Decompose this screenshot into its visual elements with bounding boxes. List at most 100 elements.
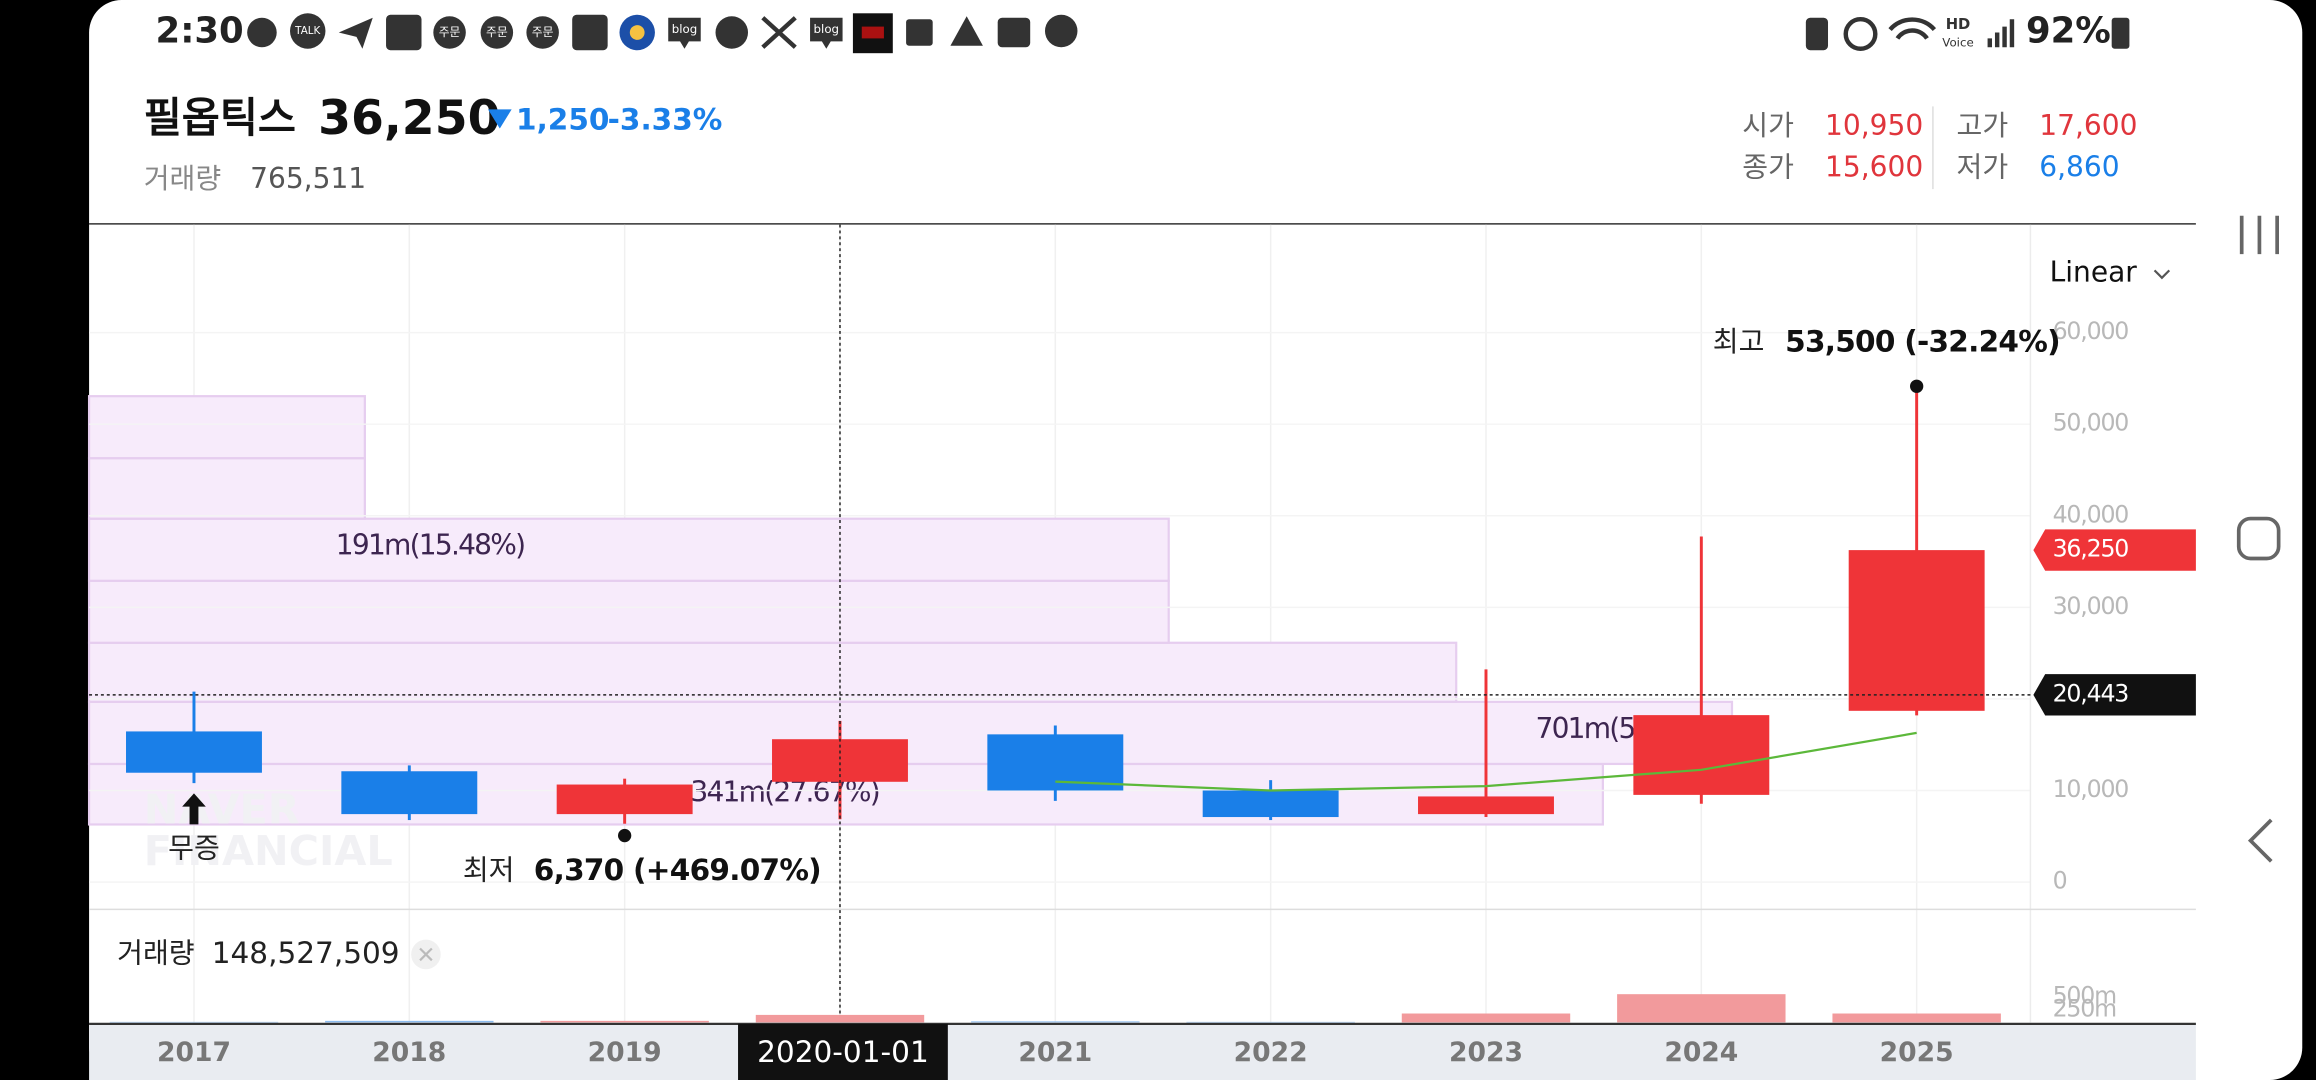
icon-label: 주문	[439, 25, 461, 39]
chart: 191m(15.48%)341m(27.67%)701m(56.85%)NAVE…	[87, 224, 2196, 1080]
y-tick-label: 60,000	[2053, 317, 2129, 345]
x-crosshair-tag	[738, 1023, 948, 1080]
low-marker-text: 6,370 (+469.07%)	[534, 853, 821, 887]
battery-text: 92%	[2026, 11, 2111, 52]
icon-label: blog	[672, 22, 697, 36]
price-change: 1,250	[516, 103, 609, 137]
x-axis-bg	[89, 1023, 2196, 1080]
volume-tick-label: 500m	[2053, 982, 2116, 1010]
volume-close-x	[419, 947, 433, 962]
high-marker-text: 53,500 (-32.24%)	[1785, 324, 2060, 358]
icon-label: blog	[814, 22, 839, 36]
icon	[572, 14, 608, 51]
icon	[1044, 14, 1078, 48]
candle-body	[1633, 715, 1770, 795]
volume-profile-bar	[87, 700, 1734, 766]
ohlc-label: 저가	[1957, 150, 2009, 183]
volume-profile-bar	[87, 395, 366, 460]
volume-value: 148,527,509	[212, 936, 400, 970]
volume-profile-bar	[87, 579, 1170, 644]
icon	[761, 16, 797, 49]
network-label: Voice	[1942, 35, 1973, 49]
candle-body	[1418, 796, 1554, 815]
crosshair-tag-bg	[2033, 674, 2196, 716]
dropdown-caret	[2153, 269, 2171, 280]
icon-label: TALK	[294, 25, 320, 37]
icon	[1843, 16, 1878, 51]
volume-bar	[1401, 1013, 1571, 1023]
candle-body	[341, 771, 478, 815]
x-crosshair-label: 2020-01-01	[757, 1035, 929, 1069]
icon	[629, 25, 645, 40]
volume-bar	[109, 1021, 279, 1023]
current-price-tag-text: 36,250	[2053, 535, 2129, 563]
stock-price: 36,250	[318, 91, 500, 146]
x-tick-label: 2018	[372, 1037, 446, 1068]
event-label: 무증	[168, 832, 220, 865]
y-tick-label: 10,000	[2053, 775, 2129, 803]
volume-profile-label: 191m(15.48%)	[336, 529, 525, 562]
clock: 2:30	[156, 11, 244, 52]
icon	[997, 17, 1031, 48]
candle-body	[556, 784, 693, 815]
watermark: FINANCIAL	[144, 827, 393, 875]
volume-profile-bar	[87, 517, 1170, 582]
volume-bar	[755, 1014, 925, 1023]
x-tick-label: 2023	[1449, 1037, 1523, 1068]
icon	[290, 13, 326, 49]
icon-label: 주문	[486, 25, 508, 39]
icon	[906, 19, 933, 46]
ohlc-label: 고가	[1957, 109, 2009, 142]
recents-button[interactable]	[2239, 215, 2279, 255]
volume-bar	[325, 1020, 494, 1023]
y-tick-label: 30,000	[2053, 592, 2129, 620]
home-button[interactable]	[2236, 516, 2281, 561]
x-tick-label: 2022	[1234, 1037, 1308, 1068]
volume-profile-bar	[87, 457, 366, 520]
y-tick-label: 0	[2053, 867, 2067, 895]
volume-bar	[1832, 1013, 2001, 1023]
high-marker	[1910, 379, 1924, 393]
stock-name: 필옵틱스	[144, 94, 296, 142]
icon	[480, 16, 514, 49]
icon	[1805, 17, 1829, 51]
icon	[1987, 19, 2015, 48]
moving-average-line	[1055, 731, 1917, 792]
y-tick-label: 40,000	[2053, 500, 2129, 528]
icon	[526, 16, 559, 49]
icon	[386, 14, 422, 51]
back-button[interactable]	[2247, 818, 2273, 863]
icon	[338, 17, 373, 49]
current-price-tag-bg	[2033, 529, 2196, 571]
volume-tick-label: 250m	[2053, 994, 2116, 1022]
icon	[2111, 17, 2130, 49]
high-marker-label: 최고	[1713, 325, 1765, 358]
candle-body	[1848, 550, 1985, 711]
volume-bar	[1186, 1021, 1355, 1023]
watermark: NAVER	[144, 786, 300, 834]
icon	[950, 16, 983, 46]
candle-body	[987, 734, 1124, 791]
nav-bar	[2236, 215, 2281, 863]
event-arrow	[182, 793, 206, 825]
scale-selector[interactable]: Linear	[2050, 255, 2138, 288]
low-marker-label: 최저	[463, 854, 515, 887]
icon	[810, 17, 843, 49]
y-tick-label: 50,000	[2053, 409, 2129, 437]
ohlc-label: 시가	[1742, 109, 1794, 142]
icon	[433, 16, 466, 49]
icon	[715, 16, 749, 49]
volume-bar	[540, 1020, 709, 1023]
icon-label: 주문	[532, 25, 554, 39]
x-tick-label: 2019	[588, 1037, 662, 1068]
ohlc-value: 10,950	[1825, 109, 1923, 142]
volume-label: 거래량	[144, 162, 221, 195]
status-icons: TALK 주문 주문 주문 blog blog HD Voice 92%	[247, 11, 2130, 54]
icon	[247, 17, 277, 48]
crosshair-tag-text: 20,443	[2053, 679, 2129, 707]
candle-body	[126, 731, 262, 773]
x-tick-label: 2017	[157, 1037, 231, 1068]
ohlc-value: 6,860	[2039, 150, 2119, 183]
x-tick-label: 2025	[1880, 1037, 1954, 1068]
